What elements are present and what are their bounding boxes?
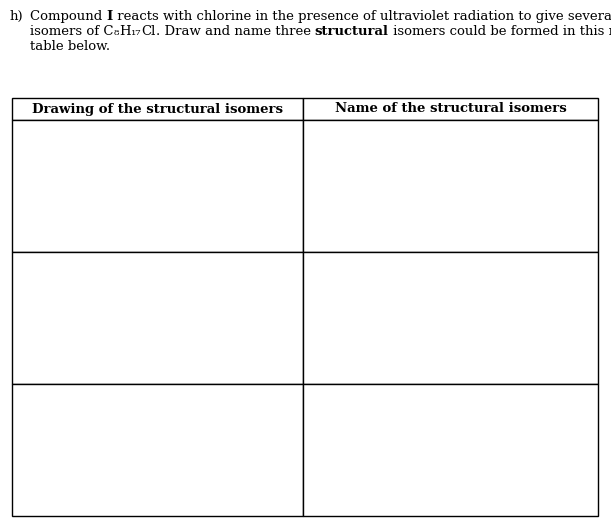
Bar	[303, 384, 598, 516]
Text: ₁₇: ₁₇	[131, 25, 141, 38]
Text: Drawing of the structural isomers: Drawing of the structural isomers	[32, 103, 283, 116]
Text: ₈: ₈	[114, 25, 119, 38]
Text: Name of the structural isomers: Name of the structural isomers	[335, 103, 566, 116]
Bar	[303, 252, 598, 384]
Text: isomers could be formed in this reaction in the: isomers could be formed in this reaction…	[389, 25, 611, 38]
Text: structural: structural	[315, 25, 389, 38]
Bar	[303, 120, 598, 252]
Text: Cl: Cl	[141, 25, 156, 38]
Bar	[12, 252, 303, 384]
Bar	[12, 384, 303, 516]
Text: Compound: Compound	[30, 10, 106, 23]
Text: . Draw and name three: . Draw and name three	[156, 25, 315, 38]
Text: I: I	[106, 10, 113, 23]
Text: reacts with chlorine in the presence of ultraviolet radiation to give several st: reacts with chlorine in the presence of …	[113, 10, 611, 23]
Text: table below.: table below.	[30, 40, 110, 53]
Bar	[303, 98, 598, 120]
Text: isomers of C: isomers of C	[30, 25, 114, 38]
Bar	[12, 98, 303, 120]
Bar	[12, 120, 303, 252]
Text: h): h)	[10, 10, 24, 23]
Text: H: H	[119, 25, 131, 38]
